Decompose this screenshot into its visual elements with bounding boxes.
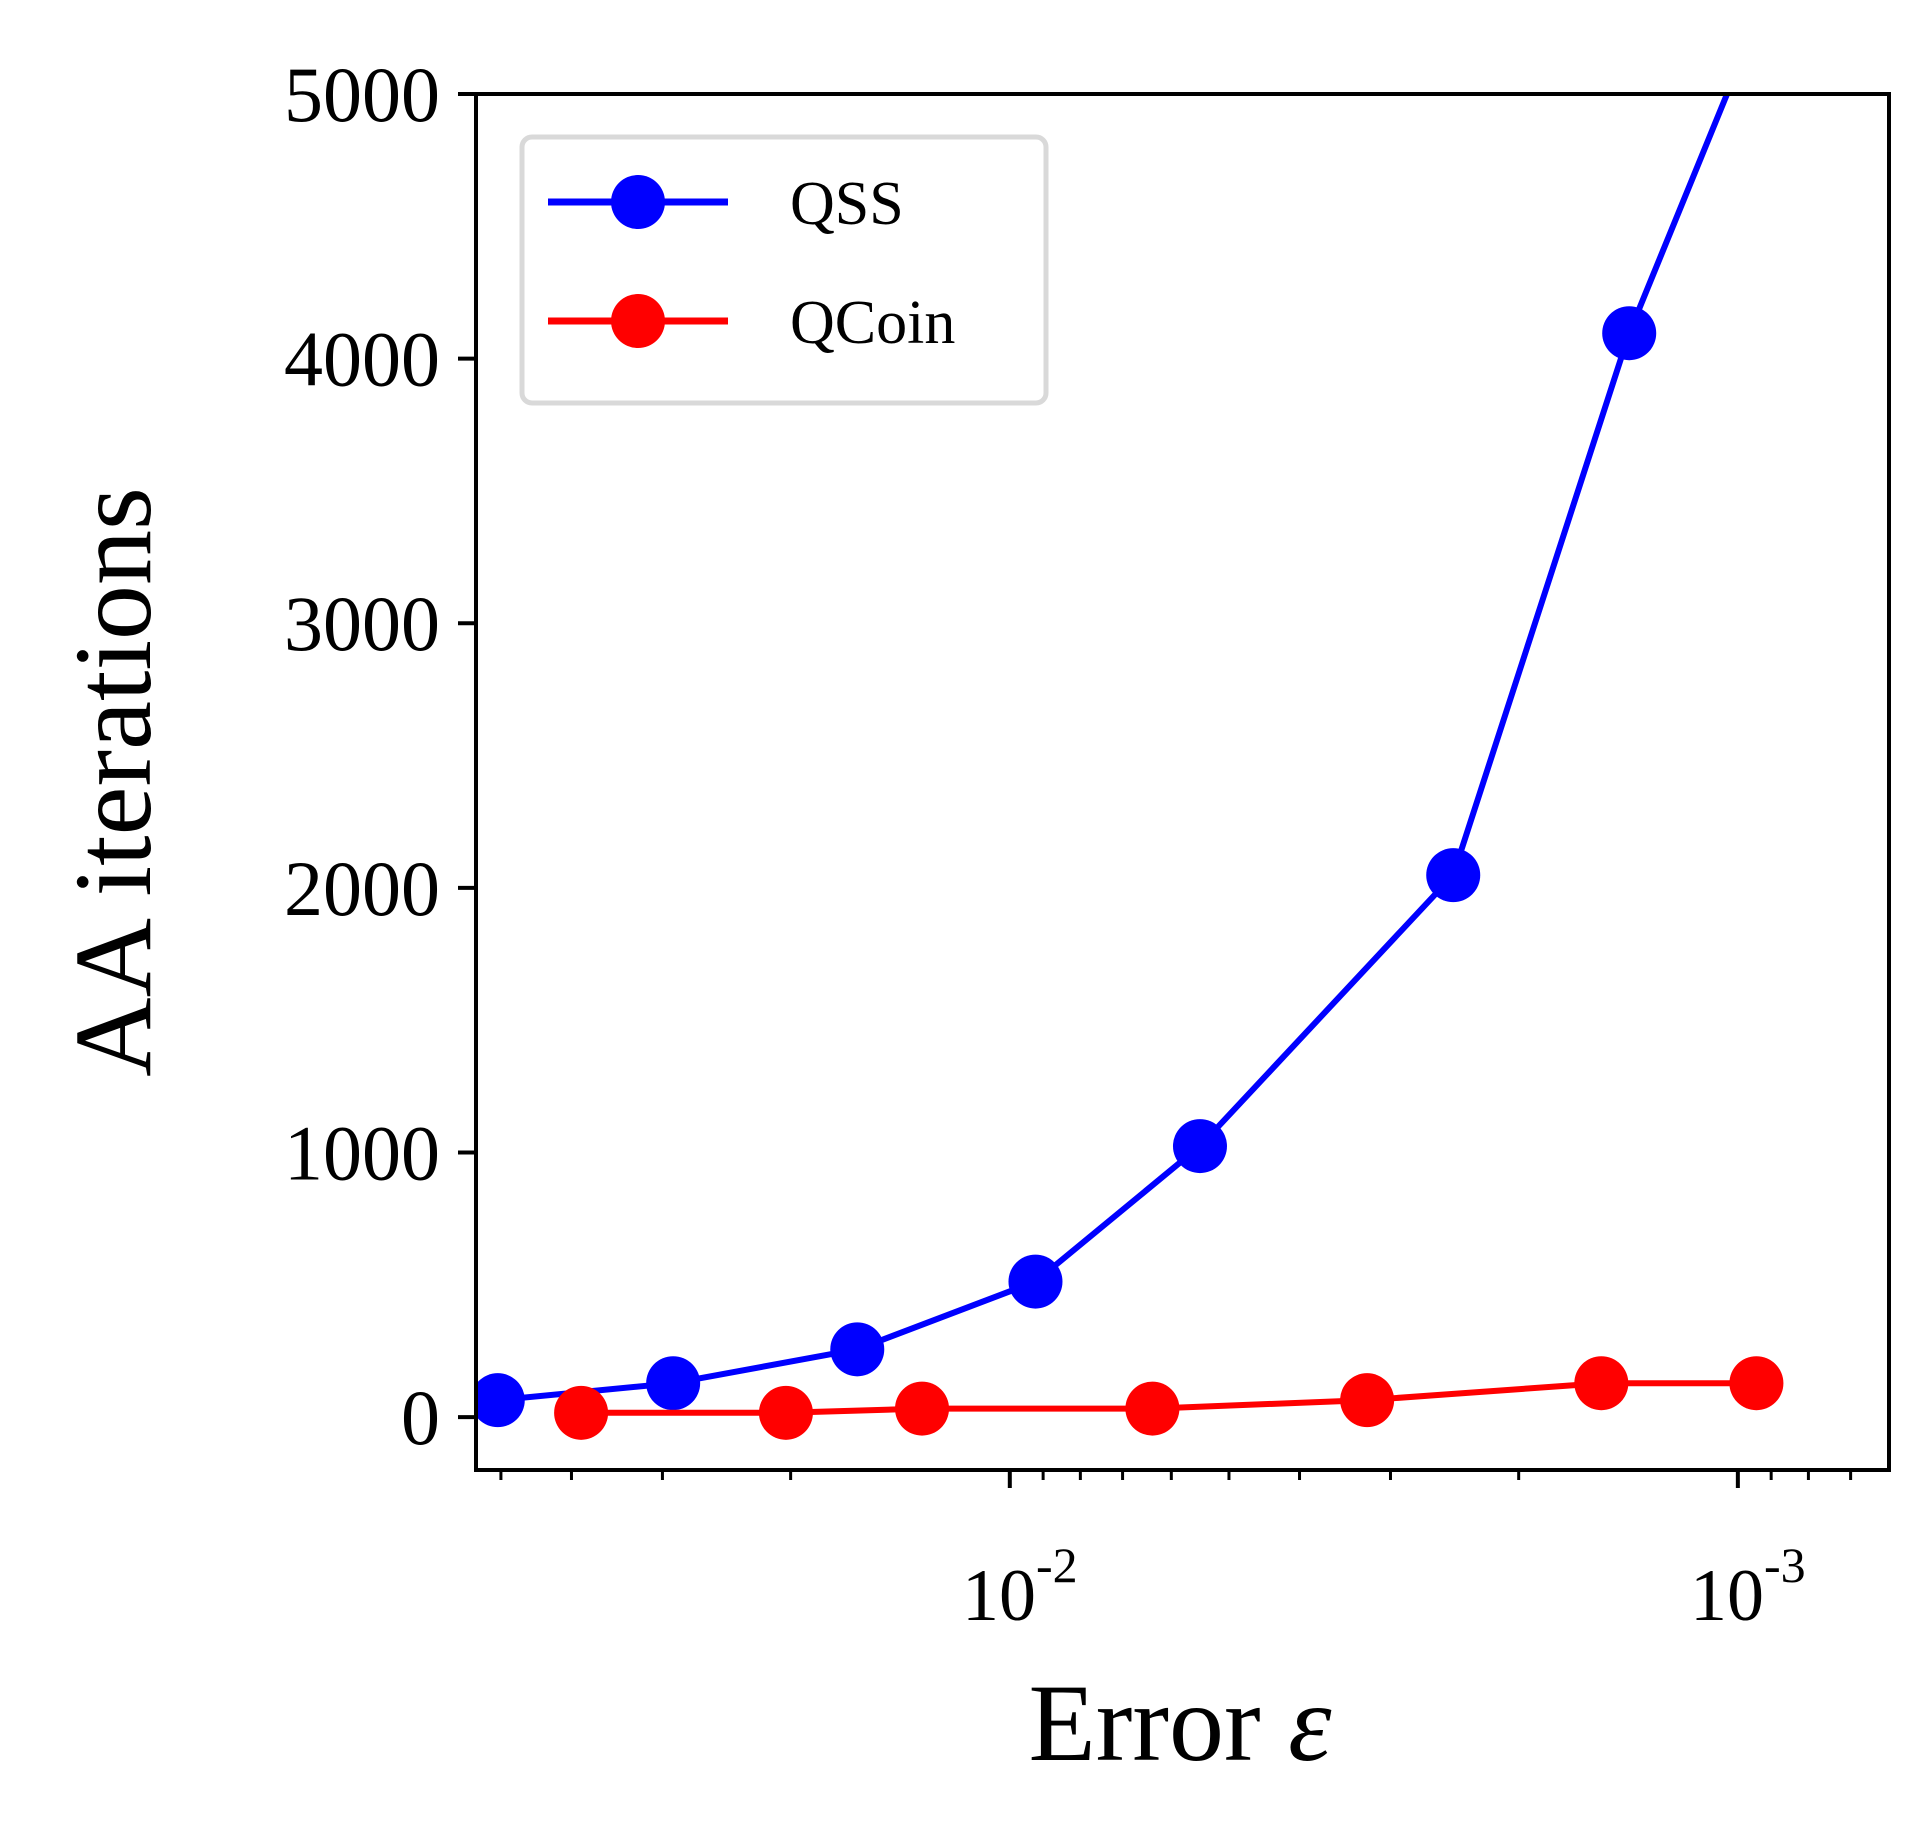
legend-label-qcoin: QCoin — [790, 289, 955, 357]
y-tick-label: 5000 — [284, 51, 440, 138]
data-point-qss-2 — [646, 1356, 701, 1411]
y-tick-label: 0 — [401, 1374, 440, 1461]
x-axis-label-symbol: ε — [1288, 1662, 1332, 1784]
data-point-qcoin-2 — [758, 1385, 813, 1440]
data-point-qss-6 — [1426, 848, 1481, 903]
series-qcoin — [554, 1356, 1784, 1440]
data-point-qss-1 — [476, 1373, 525, 1428]
legend: QSS QCoin — [519, 134, 1049, 406]
series-layer — [476, 94, 1784, 1440]
series-qss — [476, 94, 1744, 1428]
data-point-qcoin-6 — [1574, 1356, 1629, 1411]
x-tick-exponent: -2 — [1036, 1537, 1078, 1593]
data-point-qcoin-7 — [1729, 1356, 1784, 1411]
y-tick-label: 3000 — [284, 580, 440, 667]
data-point-qcoin-4 — [1125, 1381, 1180, 1436]
x-axis-label: Error ε — [1029, 1662, 1333, 1784]
legend-label-qss: QSS — [790, 170, 904, 238]
data-point-qcoin-1 — [554, 1385, 609, 1440]
x-tick-exponent: -3 — [1764, 1537, 1806, 1593]
data-point-qss-4 — [1008, 1254, 1063, 1309]
x-tick-base: 10 — [962, 1555, 1036, 1637]
x-axis-label-text: Error — [1029, 1662, 1261, 1784]
x-tick-label: 10-2 — [962, 1537, 1078, 1637]
y-tick-label: 4000 — [284, 316, 440, 403]
data-point-qss-5 — [1172, 1119, 1227, 1174]
data-point-qss-3 — [830, 1322, 885, 1377]
y-tick-label: 2000 — [284, 845, 440, 932]
data-point-qcoin-5 — [1340, 1373, 1395, 1428]
data-point-qss-8 — [1732, 94, 1744, 95]
y-tick-label: 1000 — [284, 1109, 440, 1196]
y-axis: 0 1000 2000 3000 4000 5000 — [284, 51, 476, 1461]
legend-box — [519, 134, 1049, 406]
x-tick-label: 10-3 — [1690, 1537, 1806, 1637]
x-tick-base: 10 — [1690, 1555, 1764, 1637]
data-point-qcoin-3 — [895, 1381, 950, 1436]
data-point-qss-7 — [1602, 306, 1657, 361]
plot-frame — [474, 92, 1891, 1472]
x-axis: 10-2 10-3 — [499, 1470, 1853, 1637]
legend-marker-qcoin — [611, 294, 665, 348]
y-axis-label: AA iterations — [52, 487, 174, 1077]
legend-marker-qss — [611, 175, 665, 229]
series-line-qss — [497, 94, 1731, 1404]
